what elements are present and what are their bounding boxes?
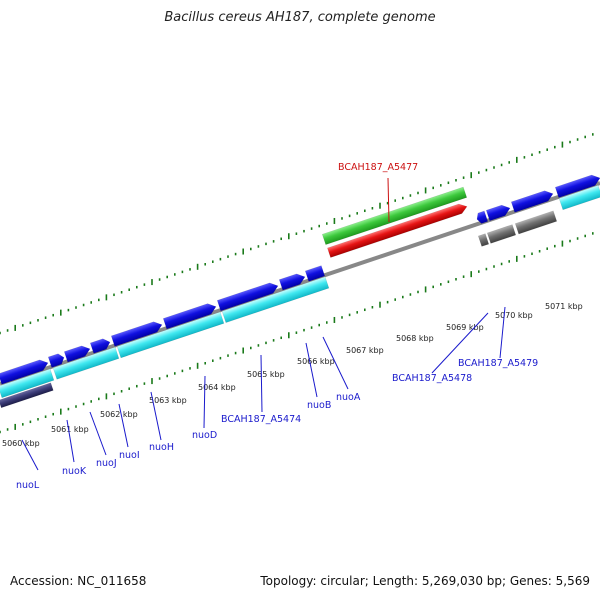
highlight-feature-red [327, 203, 468, 258]
kbp-tick-label: 5071 kbp [545, 302, 583, 311]
gene-leader-line [89, 411, 107, 456]
genome-title: Bacillus cereus AH187, complete genome [164, 10, 436, 25]
gene-label: nuoA [336, 392, 361, 403]
accession-text: Accession: NC_011658 [10, 574, 147, 588]
gene-label: nuoD [192, 430, 217, 441]
gene-label: BCAH187_A5474 [221, 414, 301, 425]
gene-leader-line [387, 177, 390, 223]
gene-leader-line [305, 342, 318, 398]
forward-cds-arrow [216, 282, 279, 312]
reverse-cds-arrow [0, 368, 55, 399]
gene-leader-line [150, 391, 162, 441]
gene-label: nuoL [16, 480, 40, 491]
reverse-cds-arrow [558, 184, 600, 211]
kbp-tick-label: 5065 kbp [247, 370, 285, 379]
gene-leader-line [499, 306, 506, 359]
forward-cds-arrow [162, 303, 217, 330]
forward-cds-arrow [510, 190, 554, 213]
kbp-tick-label: 5070 kbp [495, 311, 533, 320]
gene-label: nuoI [119, 450, 140, 461]
forward-cds-arrow [304, 265, 326, 282]
kbp-tick-label: 5061 kbp [51, 425, 89, 434]
forward-cds-arrow [63, 345, 91, 363]
pseudogene-bar [514, 210, 558, 235]
gene-label: BCAH187_A5478 [392, 373, 472, 384]
gene-leader-line [21, 439, 39, 471]
kbp-tick-label: 5067 kbp [346, 346, 384, 355]
gene-label: BCAH187_A5479 [458, 358, 538, 369]
reverse-cds-arrow [221, 276, 330, 323]
lower-tick-row [0, 232, 594, 434]
gene-leader-line [118, 403, 129, 448]
pseudogene-bar [477, 233, 490, 247]
gene-leader-line [203, 375, 206, 429]
topology-text: Topology: circular; Length: 5,269,030 bp… [260, 574, 590, 588]
kbp-tick-label: 5060 kbp [2, 439, 40, 448]
reverse-cds-arrow [52, 346, 120, 380]
feature-strip [0, 382, 54, 409]
kbp-tick-label: 5069 kbp [446, 323, 484, 332]
gene-label: BCAH187_A5477 [338, 162, 418, 173]
gene-label: nuoJ [96, 458, 117, 469]
pseudogene-bar [486, 224, 517, 244]
forward-cds-arrow [47, 353, 65, 368]
gene-label: nuoH [149, 442, 174, 453]
upper-tick-row [0, 133, 594, 335]
kbp-tick-label: 5062 kbp [100, 410, 138, 419]
forward-cds-arrow [554, 174, 600, 198]
gene-leader-line [66, 419, 75, 463]
gene-label: nuoK [62, 466, 87, 477]
kbp-tick-label: 5063 kbp [149, 396, 187, 405]
highlight-feature-green [321, 186, 468, 245]
reverse-cds-arrow [116, 311, 225, 359]
forward-cds-arrow [485, 204, 511, 222]
kbp-tick-label: 5064 kbp [198, 383, 236, 392]
kbp-tick-label: 5066 kbp [297, 357, 335, 366]
gene-leader-line [260, 354, 263, 413]
gene-label: nuoB [307, 400, 331, 411]
forward-cds-arrow [0, 359, 49, 385]
forward-cds-arrow [89, 338, 111, 354]
forward-cds-arrow [110, 321, 163, 347]
gene-leader-line [431, 312, 489, 374]
forward-cds-arrow [278, 273, 306, 291]
kbp-tick-label: 5068 kbp [396, 334, 434, 343]
forward-cds-arrow [476, 210, 489, 224]
gene-leader-line [322, 336, 349, 390]
